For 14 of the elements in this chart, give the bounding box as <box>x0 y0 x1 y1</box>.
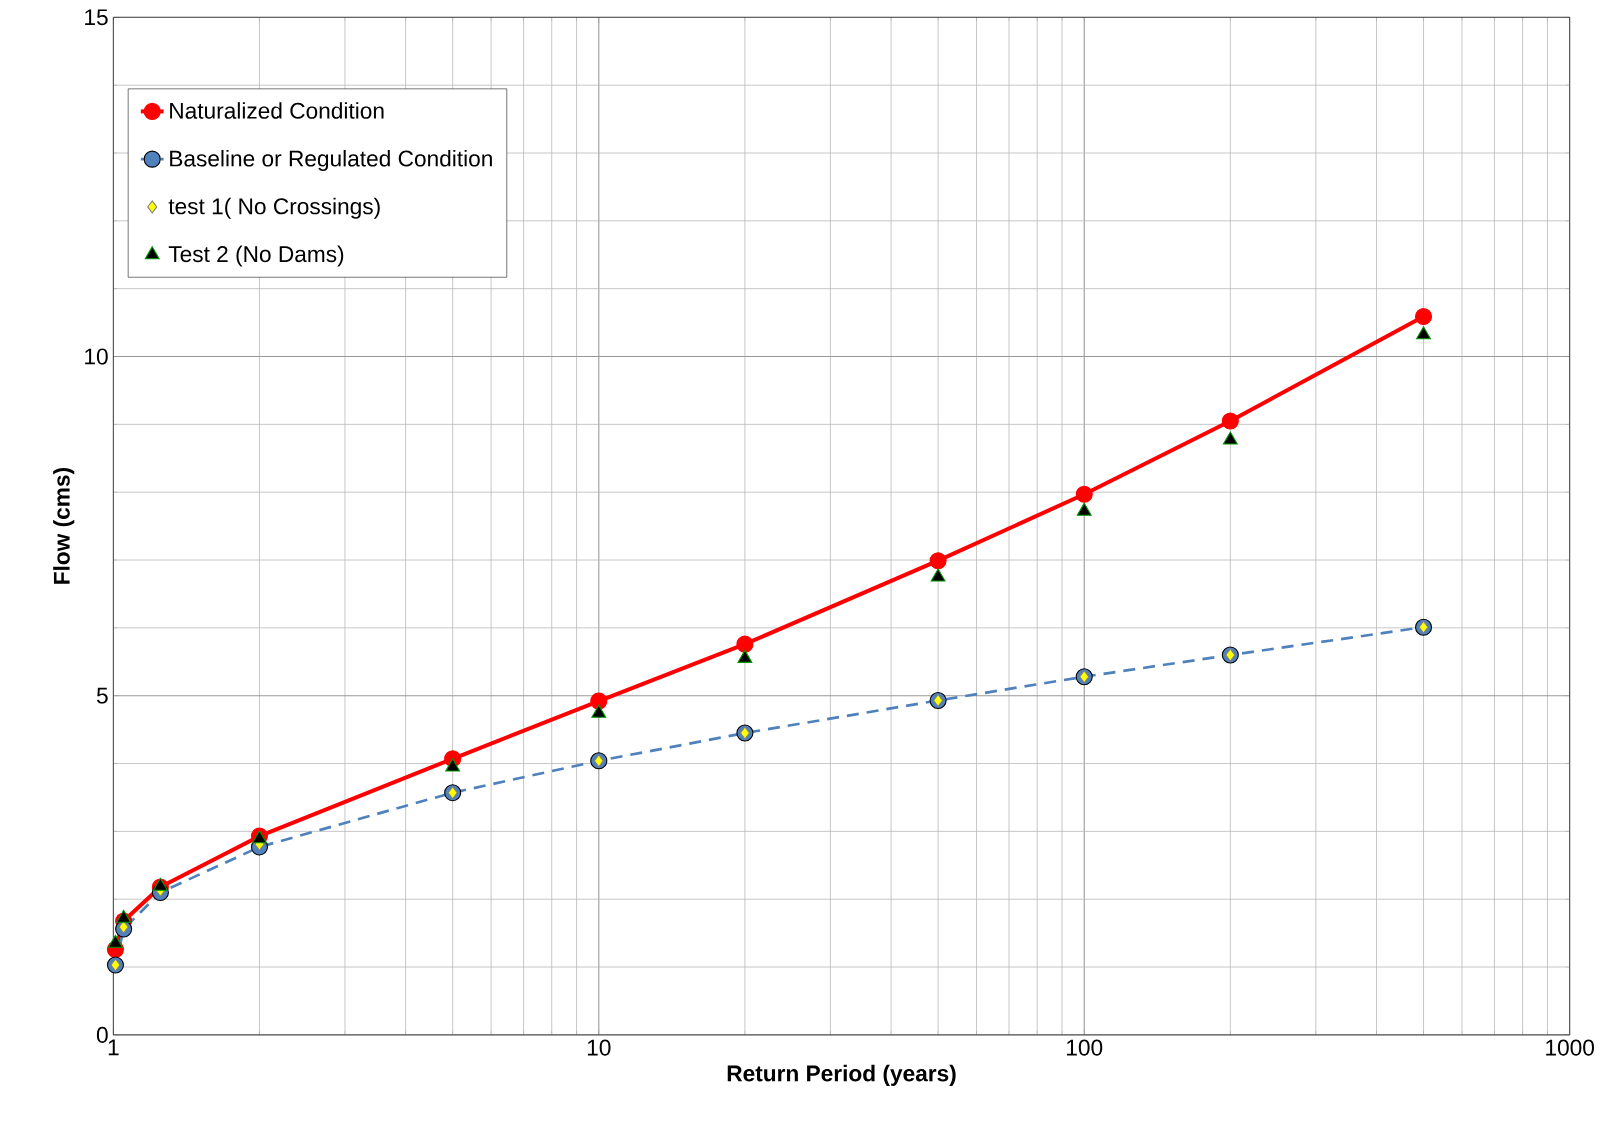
x-tick-label: 10 <box>587 1039 611 1056</box>
x-tick-label: 100 <box>1067 1039 1103 1056</box>
y-tick-label: 0 <box>96 1027 108 1044</box>
legend-label: Baseline or Regulated Condition <box>170 150 492 172</box>
legend-label: Test 2 (No Dams) <box>168 245 344 267</box>
y-tick-label: 10 <box>85 348 108 365</box>
y-tick-label: 5 <box>96 688 108 704</box>
legend-label: test 1( No Crossings) <box>168 197 380 220</box>
x-tick-label: 1 <box>108 1039 119 1056</box>
x-tick-label: 1000 <box>1546 1039 1594 1056</box>
y-axis-title: Flow (cms) <box>53 468 75 584</box>
x-axis-title: Return Period (years) <box>727 1065 956 1087</box>
y-tick-label: 15 <box>85 9 108 26</box>
legend-label: Naturalized Condition <box>170 102 384 120</box>
